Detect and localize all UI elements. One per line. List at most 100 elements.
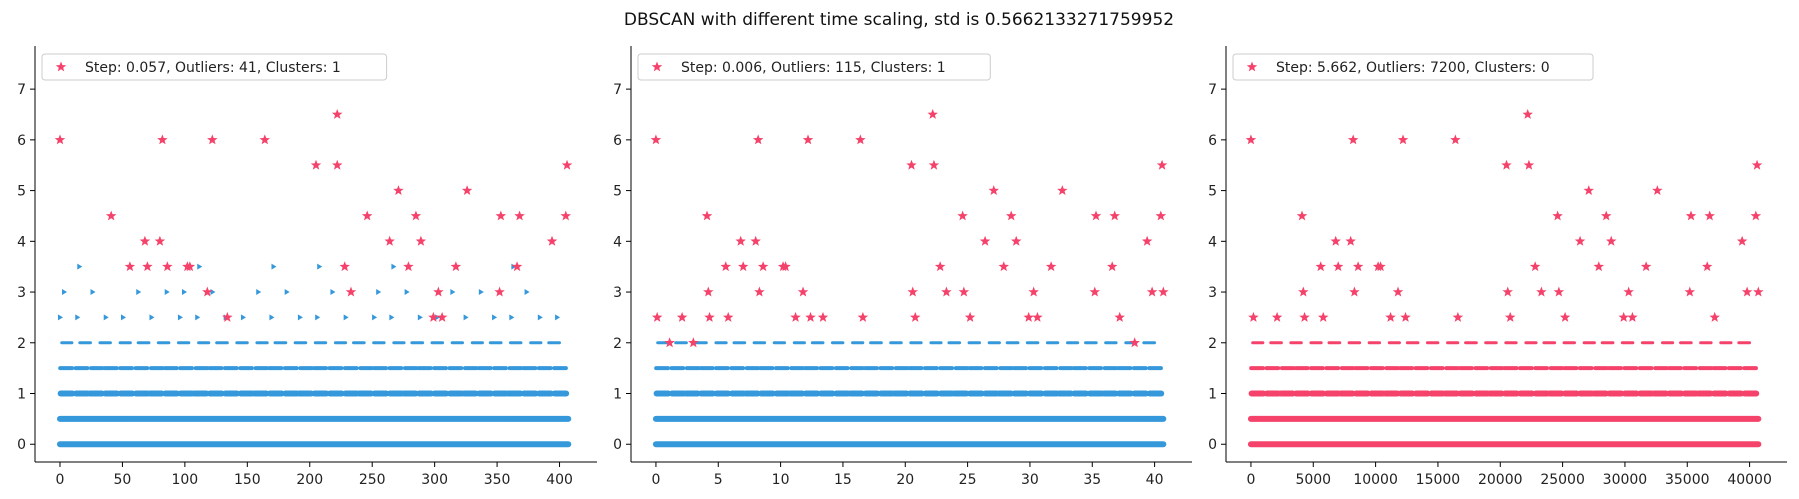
outlier-point [941,286,952,297]
core-point [524,289,530,296]
x-tick-label: 40000 [1727,472,1772,488]
x-tick-label: 10 [772,472,790,488]
outlier-point [1400,311,1411,322]
core-point [90,289,96,296]
outlier-point [1574,235,1586,246]
legend: Step: 0.006, Outliers: 115, Clusters: 1 [637,53,991,81]
outlier-point [988,185,999,195]
legend-label: Step: 0.006, Outliers: 115, Clusters: 1 [681,60,946,76]
outlier-point [546,235,558,246]
x-tick-label: 150 [234,472,261,488]
x-tick-label: 20000 [1478,472,1523,488]
outlier-point [433,286,444,297]
core-point [404,289,410,296]
legend-star-icon [1246,61,1258,72]
y-tick-label: 2 [613,336,622,352]
legend-label: Step: 0.057, Outliers: 41, Clusters: 1 [85,60,341,76]
y-tick-label: 6 [17,133,26,149]
x-tick-label: 300 [421,472,448,488]
outlier-point [106,210,117,221]
outlier-point [1158,286,1169,297]
y-tick-label: 3 [17,285,26,301]
legend: Step: 0.057, Outliers: 41, Clusters: 1 [41,53,388,81]
y-tick-label: 1 [17,387,26,403]
core-point [62,289,68,296]
outlier-point [1702,261,1713,272]
outlier-point [703,286,714,297]
outlier-point [1529,261,1541,272]
outlier-point [964,311,976,322]
y-tick-label: 0 [613,437,622,453]
chart-panel-3: 0 1 2 3 4 5 6 7 0 5000 10000 15000 20000 25000 30000 35… [1208,46,1787,488]
outlier-point [1006,210,1017,221]
legend-label: Step: 5.662, Outliers: 7200, Clusters: 0 [1276,60,1550,76]
outlier-point [1618,311,1629,322]
outlier-point [1155,210,1167,221]
outlier-point [124,261,136,272]
x-tick-label: 15 [834,472,852,488]
data-points [1245,109,1764,448]
legend-box [1232,53,1594,81]
core-point [330,289,336,296]
outlier-point [142,261,153,272]
outlier-point [802,134,814,145]
outlier-point [723,311,734,322]
core-point [555,314,561,321]
x-tick-label: 5000 [1295,472,1331,488]
outlier-point [345,286,357,297]
y-tick-label: 4 [613,234,622,250]
outlier-point [855,134,866,145]
core-point [537,314,543,321]
outlier-point [1315,261,1326,272]
outlier-point [184,261,196,272]
data-points [650,109,1169,448]
y-tick-label: 5 [1208,184,1217,200]
y-tick-label: 1 [613,387,622,403]
outlier-point [1397,134,1409,145]
core-point [103,314,109,321]
outlier-point [1392,286,1404,297]
y-tick-label: 3 [1208,285,1217,301]
core-point [177,314,183,321]
outlier-point [1107,261,1118,272]
y-tick-label: 7 [1208,82,1217,98]
outlier-point [720,261,731,272]
outlier-point [1553,286,1565,297]
outlier-point [998,261,1009,272]
outlier-point [403,261,414,272]
outlier-point [1385,311,1396,322]
core-point [509,314,515,321]
outlier-point [259,134,270,145]
core-point [57,314,63,321]
outlier-point [428,311,439,322]
outlier-point [1704,210,1715,221]
core-point [240,314,246,321]
outlier-point [797,286,809,297]
y-tick-label: 0 [17,437,26,453]
outlier-point [1606,235,1617,246]
outlier-point [1141,235,1153,246]
outlier-point [410,210,422,221]
core-point [164,289,170,296]
outlier-point [1536,286,1547,297]
x-tick-label: 350 [484,472,511,488]
outlier-point [1501,159,1512,170]
outlier-point [310,159,322,170]
outlier-point [1057,185,1068,195]
outlier-point [1593,261,1604,272]
legend-star-icon [55,61,67,72]
outlier-point [332,159,343,170]
outlier-point [1583,185,1594,195]
outlier-point [139,235,151,246]
outlier-point [958,286,970,297]
y-tick-label: 6 [1208,133,1217,149]
x-tick-label: 250 [359,472,386,488]
y-tick-label: 3 [613,285,622,301]
outlier-point [1345,235,1356,246]
outlier-point [415,235,427,246]
outlier-point [1129,337,1140,348]
outlier-point [1333,261,1344,272]
outlier-point [1522,109,1533,119]
outlier-point [1248,311,1259,322]
